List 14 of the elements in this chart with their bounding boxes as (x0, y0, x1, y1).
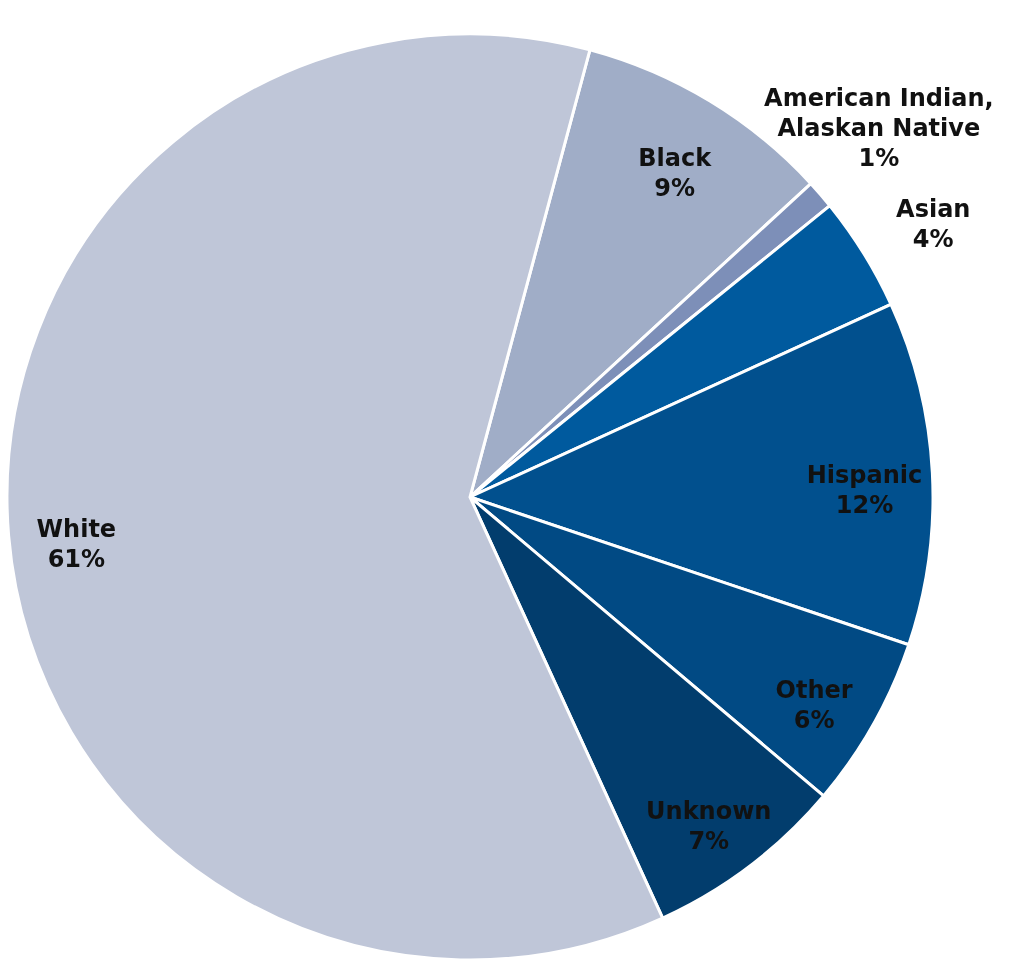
slice-label: White (36, 514, 117, 543)
data-label: 9% (654, 174, 696, 203)
slice-label: American Indian, Alaskan Native (764, 84, 994, 143)
data-label: 6% (793, 705, 835, 734)
slice-label: Black (638, 144, 713, 173)
data-label: 12% (835, 491, 894, 520)
data-label: 1% (858, 144, 900, 173)
slice-label: Other (775, 675, 853, 704)
data-label: 4% (912, 224, 954, 253)
data-label: 61% (47, 544, 106, 573)
slice-label: Hispanic (806, 461, 923, 490)
slice-label: Unknown (646, 796, 772, 825)
data-label: 7% (688, 826, 730, 855)
slice-label: Asian (896, 194, 971, 223)
